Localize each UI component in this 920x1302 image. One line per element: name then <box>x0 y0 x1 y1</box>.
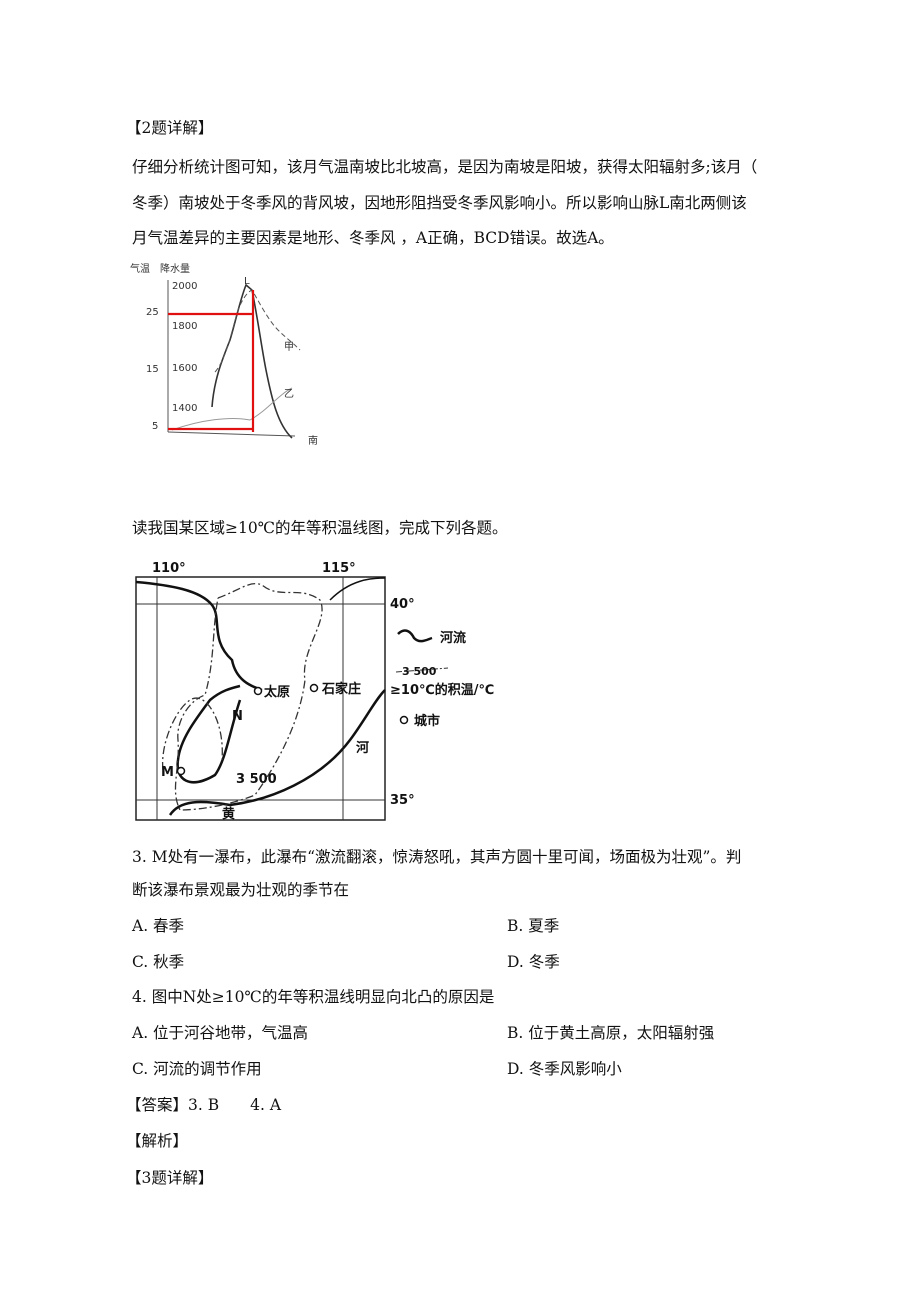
river <box>168 689 386 816</box>
option: C. 秋季 <box>132 953 185 971</box>
question-line: 断该瀑布景观最为壮观的季节在 <box>132 881 350 899</box>
label: 南 <box>308 434 318 447</box>
river-label: 河 <box>356 740 369 756</box>
point-label: N <box>232 709 243 724</box>
label: 甲 <box>284 342 294 353</box>
city-marker <box>309 683 319 693</box>
temp-line <box>171 387 293 431</box>
point-label: M <box>161 765 174 780</box>
river-label: 黄 <box>222 806 235 822</box>
isoline <box>161 697 223 771</box>
tick-label: 25 <box>146 307 159 318</box>
legend-river <box>397 629 433 643</box>
question-line: 3. M处有一瀑布，此瀑布“激流翻滚，惊涛怒吼，其声方圆十里可闻，场面极为壮观”… <box>132 848 742 866</box>
option: C. 河流的调节作用 <box>132 1060 262 1078</box>
label: L <box>244 276 250 287</box>
axis <box>167 431 296 437</box>
tick-label: 1400 <box>172 403 197 414</box>
paragraph-line: 月气温差异的主要因素是地形、冬季风 ，A正确，BCD错误。故选A。 <box>132 229 614 247</box>
highlight <box>168 290 255 432</box>
city-marker <box>253 686 263 696</box>
city-label: 石家庄 <box>321 681 361 697</box>
legend-city <box>399 715 409 725</box>
precip-line <box>214 289 301 373</box>
option: B. 位于黄土高原，太阳辐射强 <box>507 1024 715 1042</box>
answer: 【答案】3. B 4. A <box>126 1096 282 1114</box>
legend-label: 3 500 <box>402 665 437 678</box>
figure-1: 气温 降水量 2000 1800 1600 1400 25 15 5 L 甲 乙… <box>130 262 318 447</box>
lon-label: 110° <box>152 561 186 576</box>
option: A. 位于河谷地带，气温高 <box>132 1024 309 1042</box>
tick-label: 5 <box>152 421 158 432</box>
river <box>329 577 386 601</box>
legend-label: 河流 <box>440 630 466 646</box>
axis-title: 气温 <box>130 262 150 275</box>
option: D. 冬季 <box>507 953 560 971</box>
isoline-label: 3 500 <box>236 772 277 787</box>
tick-label: 1600 <box>172 363 197 374</box>
lon-label: 115° <box>322 561 356 576</box>
legend-isoline <box>395 667 449 673</box>
river <box>135 580 263 784</box>
map-frame <box>135 576 386 821</box>
question-line: 4. 图中N处≥10℃的年等积温线明显向北凸的原因是 <box>132 988 495 1006</box>
label: 乙 <box>284 388 294 400</box>
option: A. 春季 <box>132 917 185 935</box>
tick-label: 15 <box>146 364 159 375</box>
axis-title: 降水量 <box>160 262 190 275</box>
isoline <box>174 583 323 811</box>
lat-label: 40° <box>390 597 415 612</box>
map: 110° 115° 40° 35° 太原 石家庄 N M 3 500 河 黄 河… <box>135 561 494 822</box>
intro: 读我国某区域≥10℃的年等积温线图，完成下列各题。 <box>132 519 508 537</box>
heading: 【解析】 <box>126 1132 189 1150</box>
lat-label: 35° <box>390 793 415 808</box>
option: B. 夏季 <box>507 917 560 935</box>
paragraph-line: 冬季）南坡处于冬季风的背风坡，因地形阻挡受冬季风影响小。所以影响山脉L南北两侧该 <box>132 194 747 212</box>
heading: 【2题详解】 <box>126 119 214 137</box>
point-marker <box>176 766 186 776</box>
tick-label: 1800 <box>172 321 197 332</box>
city-label: 太原 <box>263 684 290 700</box>
tick-label: 2000 <box>172 281 197 292</box>
heading: 【3题详解】 <box>126 1169 214 1187</box>
paragraph-line: 仔细分析统计图可知，该月气温南坡比北坡高，是因为南坡是阳坡，获得太阳辐射多;该月… <box>132 158 758 176</box>
legend-label: ≥10℃的积温/℃ <box>390 682 494 698</box>
legend-label: 城市 <box>414 713 440 729</box>
option: D. 冬季风影响小 <box>507 1060 622 1078</box>
